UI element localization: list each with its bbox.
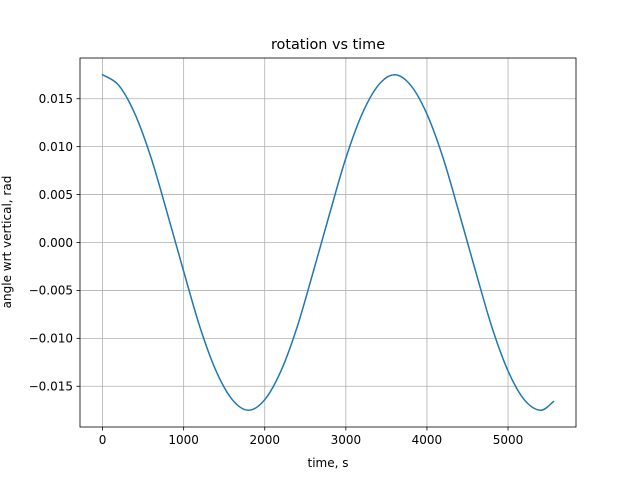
y-axis-label: angle wrt vertical, rad: [0, 176, 14, 309]
axis-ticks: 0 1000 2000 3000 4000 5000 −0.015 −0.010 −0.005 0…: [29, 92, 524, 447]
x-axis-label: time, s: [308, 456, 349, 470]
x-tick-label: 5000: [493, 433, 524, 447]
y-tick-label: 0.005: [39, 188, 73, 202]
x-tick-label: 3000: [331, 433, 362, 447]
y-tick-label: −0.015: [29, 380, 73, 394]
y-tick-label: 0.000: [39, 236, 73, 250]
y-tick-label: −0.005: [29, 284, 73, 298]
x-tick-label: 1000: [168, 433, 199, 447]
x-tick-label: 2000: [249, 433, 280, 447]
x-tick-label: 4000: [412, 433, 443, 447]
x-tick-label: 0: [99, 433, 107, 447]
y-tick-label: 0.015: [39, 92, 73, 106]
data-layer: [101, 73, 555, 411]
y-tick-label: −0.010: [29, 332, 73, 346]
y-tick-label: 0.010: [39, 140, 73, 154]
series-line: [101, 73, 555, 411]
chart-title: rotation vs time: [271, 37, 385, 53]
